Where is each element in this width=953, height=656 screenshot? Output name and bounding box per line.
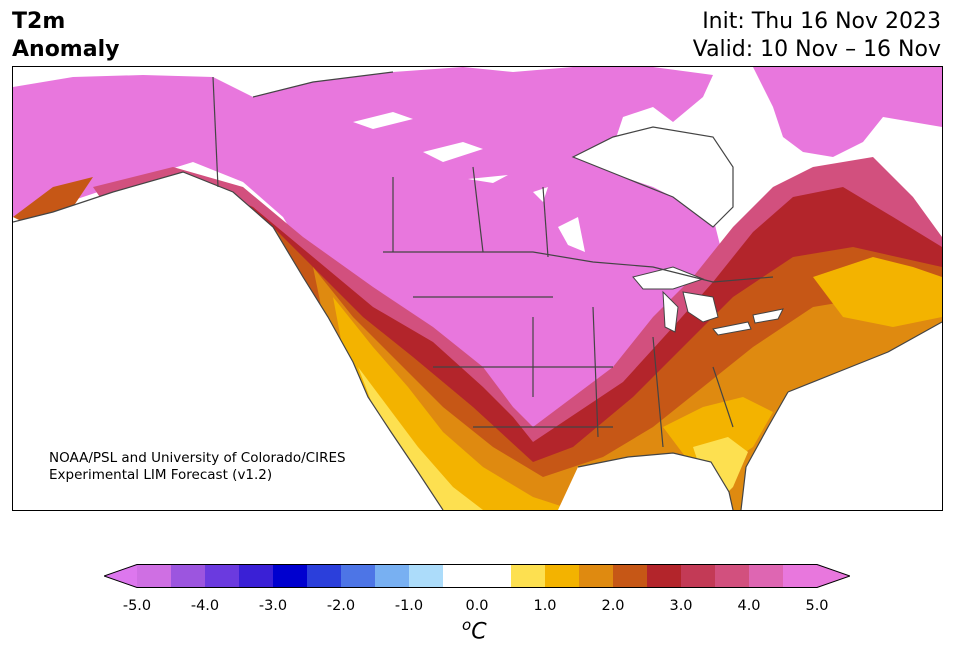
colorbar-bin-5 <box>307 564 342 588</box>
atlantic-mask <box>741 322 942 510</box>
colorbar-bin-9 <box>443 564 512 588</box>
credit-line-2: Experimental LIM Forecast (v1.2) <box>49 467 273 483</box>
credit-line-1: NOAA/PSL and University of Colorado/CIRE… <box>49 450 346 466</box>
colorbar-tick-label: 2.0 <box>601 598 625 614</box>
colorbar-tick-label: -3.0 <box>258 598 288 614</box>
title-line-1: T2m <box>12 9 66 34</box>
colorbar-bin-16 <box>715 564 750 588</box>
colorbar-bin-2 <box>205 564 240 588</box>
colorbar-unit: oC <box>462 616 487 644</box>
colorbar-bin-3 <box>239 564 274 588</box>
valid-range: Valid: 10 Nov – 16 Nov <box>692 37 941 62</box>
northern-lakes <box>353 112 585 252</box>
colorbar-tick-label: 5.0 <box>805 598 829 614</box>
hudson-bay <box>573 127 733 227</box>
colorbar-ticks: -5.0 -4.0 -3.0 -2.0 -1.0 0.0 1.0 2.0 3.0 4.0 5.0 <box>0 598 953 616</box>
colorbar-bin-13 <box>613 564 648 588</box>
colorbar-bin-15 <box>681 564 716 588</box>
colorbar-tick-label: -1.0 <box>394 598 424 614</box>
colorbar-tick-label: -4.0 <box>190 598 220 614</box>
colorbar-tick-label: -2.0 <box>326 598 356 614</box>
colorbar-tick-label: 0.0 <box>465 598 489 614</box>
colorbar-bin-4 <box>273 564 308 588</box>
colorbar <box>102 564 852 588</box>
colorbar-bin-18 <box>783 564 818 588</box>
colorbar-bin-17 <box>749 564 784 588</box>
colorbar-bin-0 <box>137 564 172 588</box>
colorbar-bin-11 <box>545 564 580 588</box>
gulf-mask <box>558 453 733 510</box>
title-line-2: Anomaly <box>12 37 120 62</box>
unit-superscript: o <box>462 616 472 634</box>
init-date: Init: Thu 16 Nov 2023 <box>702 9 941 34</box>
date-info: Init: Thu 16 Nov 2023 Valid: 10 Nov – 16… <box>693 8 941 64</box>
map-canvas <box>13 67 942 510</box>
colorbar-bin-7 <box>375 564 410 588</box>
colorbar-svg <box>102 564 852 588</box>
colorbar-bin-10 <box>511 564 546 588</box>
map-title: T2m Anomaly <box>12 8 119 64</box>
anomaly-map <box>12 66 943 511</box>
great-lakes <box>632 266 784 336</box>
colorbar-bin-12 <box>579 564 614 588</box>
colorbar-high-extend <box>817 564 850 588</box>
borders <box>13 71 942 510</box>
colorbar-tick-label: 1.0 <box>533 598 557 614</box>
greenland <box>753 67 942 157</box>
colorbar-bin-8 <box>409 564 444 588</box>
colorbar-low-extend <box>104 564 137 588</box>
pacific-mask <box>13 172 443 510</box>
colorbar-tick-label: 4.0 <box>737 598 761 614</box>
credit-text: NOAA/PSL and University of Colorado/CIRE… <box>49 450 346 484</box>
colorbar-bin-1 <box>171 564 206 588</box>
colorbar-bin-14 <box>647 564 682 588</box>
colorbar-tick-label: -5.0 <box>122 598 152 614</box>
colorbar-tick-label: 3.0 <box>669 598 693 614</box>
colorbar-bin-6 <box>341 564 376 588</box>
unit-base: C <box>471 619 487 645</box>
